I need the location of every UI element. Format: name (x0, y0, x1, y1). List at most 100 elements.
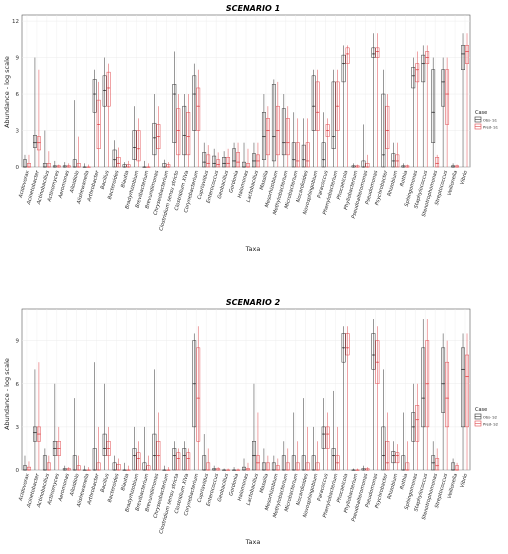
y-tick-label: 9 (16, 339, 20, 345)
mean-point (417, 419, 418, 420)
mean-point (247, 166, 248, 167)
mean-point (447, 93, 448, 94)
mean-point (297, 160, 298, 161)
mean-point (44, 166, 45, 167)
mean-point (433, 462, 434, 463)
mean-point (317, 112, 318, 113)
mean-point (443, 383, 444, 384)
mean-point (208, 469, 209, 470)
y-tick-label: 6 (16, 382, 20, 388)
x-tick-label: Rothia (399, 170, 409, 187)
mean-point (148, 469, 149, 470)
mean-point (437, 465, 438, 466)
y-tick-label: 0 (16, 468, 20, 474)
mean-point (198, 398, 199, 399)
mean-point (367, 166, 368, 167)
mean-point (198, 106, 199, 107)
mean-point (413, 426, 414, 427)
mean-point (104, 448, 105, 449)
mean-point (118, 163, 119, 164)
mean-point (452, 469, 453, 470)
mean-point (313, 106, 314, 107)
mean-point (38, 433, 39, 434)
mean-point (343, 63, 344, 64)
mean-point (253, 160, 254, 161)
mean-point (223, 163, 224, 164)
mean-point (403, 469, 404, 470)
mean-point (134, 147, 135, 148)
mean-point (84, 166, 85, 167)
mean-point (452, 166, 453, 167)
mean-point (124, 469, 125, 470)
mean-point (397, 455, 398, 456)
mean-point (208, 163, 209, 164)
mean-point (323, 433, 324, 434)
mean-point (353, 166, 354, 167)
mean-point (58, 448, 59, 449)
x-tick-label: Rothia (399, 473, 409, 490)
scenario-2-panel: SCENARIO 2 Abundance - log scale Taxa Ca… (3, 298, 498, 546)
mean-point (138, 148, 139, 149)
mean-point (174, 93, 175, 94)
x-tick-label: Blautia (120, 170, 130, 188)
mean-point (227, 163, 228, 164)
mean-point (373, 354, 374, 355)
mean-point (273, 469, 274, 470)
mean-point (108, 87, 109, 88)
scenario-1-panel: SCENARIO 1 Abundance - log scale Taxa Ca… (3, 4, 498, 253)
legend-title: Case (475, 407, 487, 413)
mean-point (373, 53, 374, 54)
mean-point (277, 469, 278, 470)
mean-point (48, 469, 49, 470)
mean-point (433, 112, 434, 113)
x-tick-label: Massilia (259, 473, 270, 494)
y-axis-label: Abundance - log scale (3, 358, 11, 430)
mean-point (456, 469, 457, 470)
legend: Case Obs- S2 Pred- S2 (475, 407, 498, 426)
mean-point (128, 166, 129, 167)
mean-point (188, 136, 189, 137)
mean-point (108, 448, 109, 449)
mean-point (303, 469, 304, 470)
mean-point (337, 462, 338, 463)
mean-point (24, 469, 25, 470)
x-axis-label: Taxa (245, 245, 261, 253)
legend-label-obs: Obs- S1 (483, 118, 497, 122)
mean-point (317, 469, 318, 470)
mean-point (184, 135, 185, 136)
mean-point (178, 130, 179, 131)
mean-point (114, 159, 115, 160)
mean-point (462, 53, 463, 54)
mean-point (407, 469, 408, 470)
mean-point (28, 469, 29, 470)
x-tick-label: Vibrio (459, 170, 469, 186)
mean-point (462, 369, 463, 370)
mean-point (148, 166, 149, 167)
mean-point (466, 51, 467, 52)
mean-point (233, 160, 234, 161)
chart-title: SCENARIO 2 (226, 298, 281, 307)
mean-point (397, 160, 398, 161)
mean-point (54, 448, 55, 449)
mean-point (114, 469, 115, 470)
mean-point (98, 469, 99, 470)
mean-point (214, 163, 215, 164)
mean-point (267, 130, 268, 131)
mean-point (218, 469, 219, 470)
mean-point (34, 142, 35, 143)
x-tick-label: Massilia (259, 170, 270, 191)
mean-point (128, 469, 129, 470)
legend-label-pred: Pred- S1 (483, 125, 498, 129)
mean-point (204, 469, 205, 470)
mean-point (98, 124, 99, 125)
mean-point (293, 159, 294, 160)
mean-point (134, 455, 135, 456)
mean-point (347, 53, 348, 54)
mean-point (68, 166, 69, 167)
mean-point (377, 51, 378, 52)
mean-point (387, 462, 388, 463)
chart-title: SCENARIO 1 (226, 4, 280, 13)
mean-point (267, 469, 268, 470)
